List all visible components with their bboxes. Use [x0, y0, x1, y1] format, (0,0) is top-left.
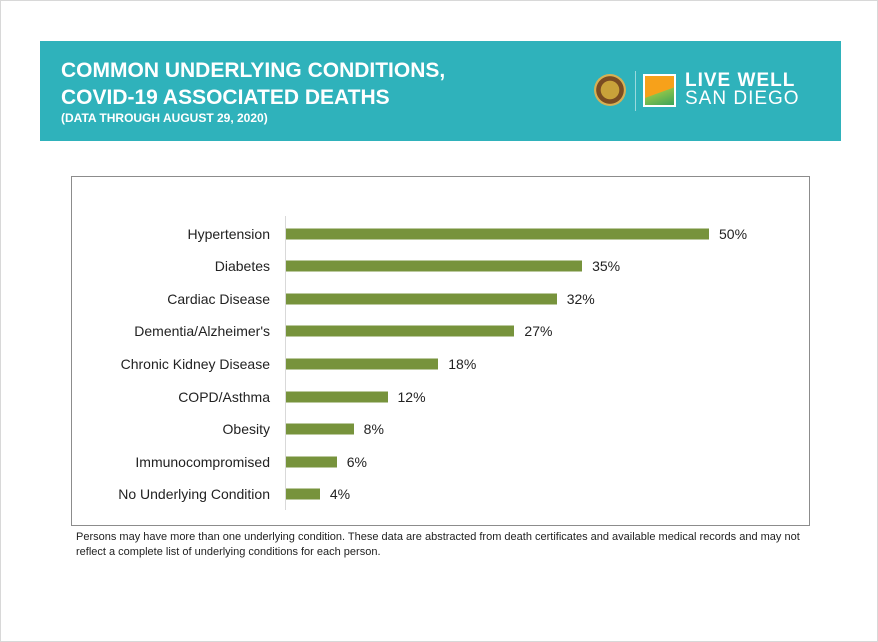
logo-divider: [635, 71, 636, 111]
category-label: No Underlying Condition: [118, 486, 270, 503]
category-label: Obesity: [222, 421, 270, 438]
logo-line-2: SAN DIEGO: [685, 88, 800, 109]
bar: [286, 260, 583, 272]
data-label: 8%: [363, 421, 384, 438]
bar: [286, 391, 388, 402]
data-label: 4%: [329, 486, 351, 503]
county-seal-icon: [594, 74, 626, 106]
bar: [286, 358, 439, 370]
data-label: 12%: [397, 388, 426, 405]
category-label: COPD/Asthma: [178, 388, 270, 405]
category-label: Chronic Kidney Disease: [120, 355, 270, 372]
category-axis-line: [285, 216, 286, 510]
subtitle: (DATA THROUGH AUGUST 29, 2020): [61, 111, 268, 125]
title-line-1: COMMON UNDERLYING CONDITIONS,: [61, 59, 446, 82]
bar: [286, 293, 557, 305]
live-well-logo-icon: [643, 74, 676, 107]
category-label: Cardiac Disease: [167, 290, 270, 307]
data-label: 50%: [719, 225, 748, 242]
bar: [286, 488, 320, 500]
footnote: Persons may have more than one underlyin…: [76, 531, 800, 558]
category-label: Hypertension: [187, 225, 271, 242]
bar: [286, 456, 337, 468]
title-line-2: COVID-19 ASSOCIATED DEATHS: [61, 86, 390, 109]
bar: [286, 325, 515, 337]
logo-line-1: LIVE WELL: [685, 70, 796, 91]
page-title: COMMON UNDERLYING CONDITIONS, COVID-19 A…: [61, 57, 445, 111]
data-label: 18%: [448, 355, 477, 372]
data-label: 27%: [524, 323, 553, 340]
category-label: Diabetes: [214, 258, 270, 275]
data-label: 32%: [566, 290, 595, 307]
bar: [286, 423, 354, 435]
category-label: Dementia/Alzheimer's: [134, 323, 270, 340]
data-label: 35%: [592, 258, 621, 275]
bar: [286, 228, 709, 239]
data-label: 6%: [346, 453, 367, 470]
chart-frame: [71, 176, 810, 526]
category-label: Immunocompromised: [135, 453, 270, 470]
live-well-logo-text: LIVE WELL SAN DIEGO: [685, 70, 800, 109]
header-banner: COMMON UNDERLYING CONDITIONS, COVID-19 A…: [40, 41, 841, 141]
